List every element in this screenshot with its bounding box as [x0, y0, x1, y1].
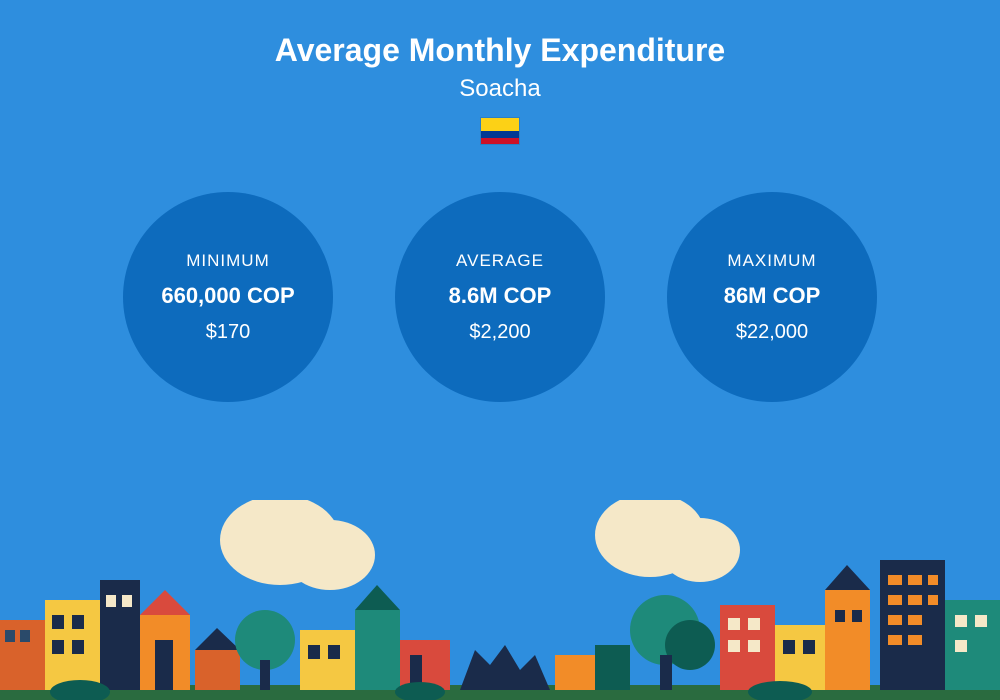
stat-secondary: $170: [206, 321, 251, 344]
stat-label: MAXIMUM: [727, 251, 816, 271]
stat-label: AVERAGE: [456, 251, 544, 271]
flag-icon: [480, 117, 520, 145]
page-title: Average Monthly Expenditure: [0, 32, 1000, 69]
stat-primary: 660,000 COP: [161, 283, 294, 309]
stat-circle-maximum: MAXIMUM 86M COP $22,000: [667, 192, 877, 402]
stat-secondary: $2,200: [469, 321, 530, 344]
stat-circle-average: AVERAGE 8.6M COP $2,200: [395, 192, 605, 402]
stat-label: MINIMUM: [186, 251, 269, 271]
cityscape-illustration: [0, 500, 1000, 700]
stat-circles: MINIMUM 660,000 COP $170 AVERAGE 8.6M CO…: [0, 192, 1000, 402]
stat-circle-minimum: MINIMUM 660,000 COP $170: [123, 192, 333, 402]
stat-primary: 8.6M COP: [449, 283, 552, 309]
stat-secondary: $22,000: [736, 321, 808, 344]
page-subtitle: Soacha: [0, 75, 1000, 103]
stat-primary: 86M COP: [724, 283, 821, 309]
header: Average Monthly Expenditure Soacha: [0, 0, 1000, 150]
